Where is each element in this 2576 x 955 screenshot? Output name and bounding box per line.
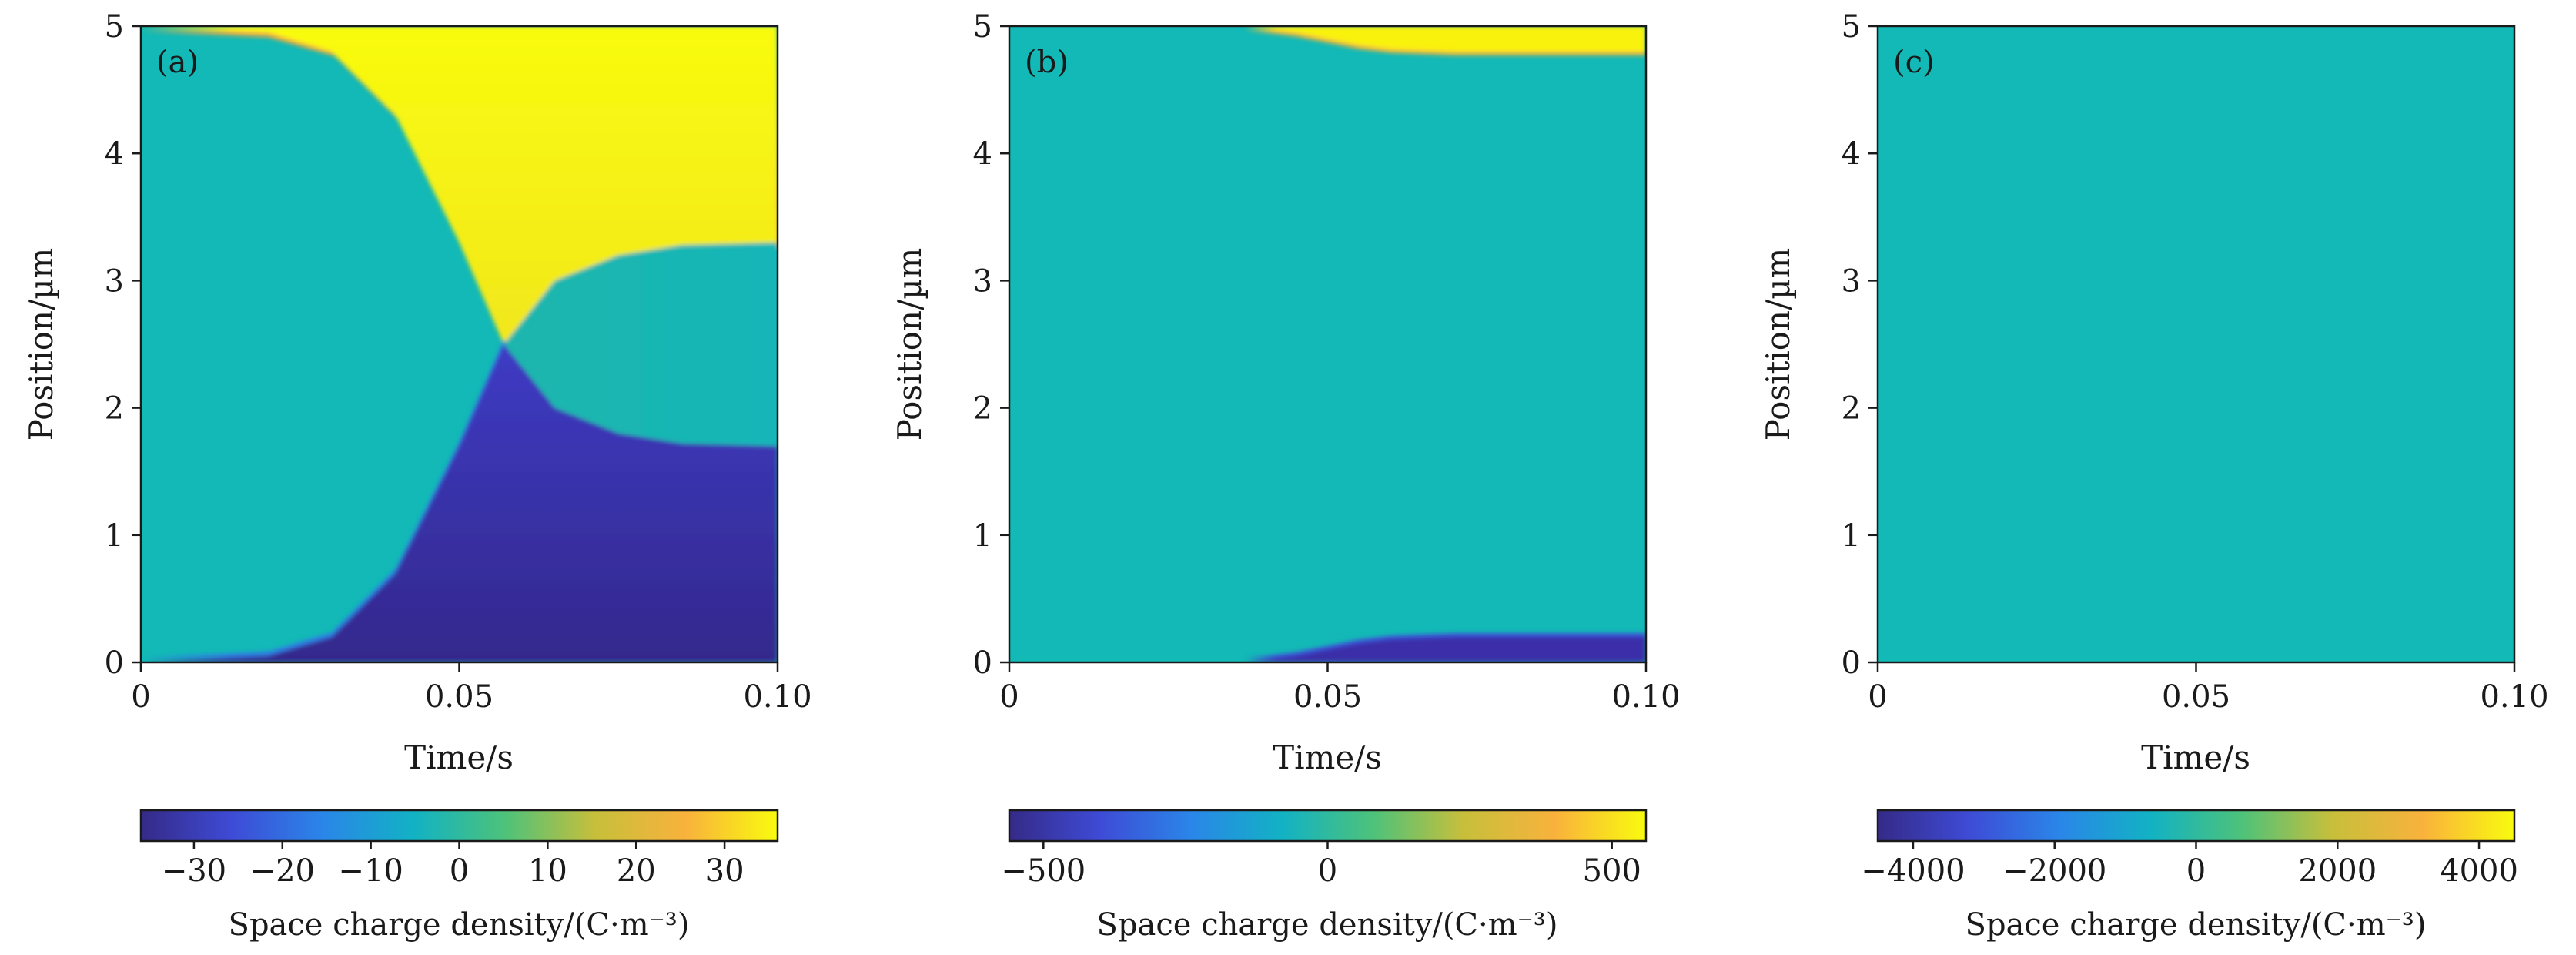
colorbar-tick-label-a-6: 30 bbox=[705, 853, 744, 889]
y-axis-label-c: Position/µm bbox=[1759, 248, 1797, 441]
colorbar-tick-label-a-5: 20 bbox=[617, 853, 656, 889]
colorbar-label-a: Space charge density/(C·m⁻³) bbox=[229, 907, 690, 943]
x-axis-label-b: Time/s bbox=[1273, 739, 1382, 776]
axes-b: 0 0.05 0.10 0 1 2 3 4 5 bbox=[973, 9, 1681, 715]
heatmap-c bbox=[1878, 26, 2514, 662]
y-axis-label-b: Position/µm bbox=[891, 248, 928, 441]
colorbar-tick-label-b-0: −500 bbox=[1001, 853, 1086, 889]
y-tick-label-a-4: 4 bbox=[105, 136, 124, 172]
y-tick-label-c-2: 2 bbox=[1842, 391, 1861, 427]
colorbar-b-bar bbox=[1008, 809, 1648, 843]
x-tick-label-c-0: 0 bbox=[1868, 679, 1887, 715]
y-tick-label-c-4: 4 bbox=[1842, 136, 1861, 172]
colorbar-label-b: Space charge density/(C·m⁻³) bbox=[1097, 907, 1558, 943]
colorbar-tick-label-a-4: 10 bbox=[528, 853, 567, 889]
x-tick-label-c-2: 0.10 bbox=[2480, 679, 2548, 715]
y-tick-label-a-2: 2 bbox=[105, 391, 124, 427]
panel-a: (a) 0 0.05 0.10 0 1 2 3 4 5 Time/s Position/µm −… bbox=[22, 9, 812, 943]
colorbar-label-c: Space charge density/(C·m⁻³) bbox=[1965, 907, 2427, 943]
heatmap-b-background bbox=[1009, 26, 1646, 662]
colorbar-b: −500 0 500 bbox=[1001, 809, 1648, 889]
panel-tag-c: (c) bbox=[1893, 45, 1935, 80]
panel-tag-a: (a) bbox=[156, 45, 199, 80]
colorbar-c-bar bbox=[1876, 809, 2516, 843]
x-axis-label-a: Time/s bbox=[404, 739, 514, 776]
x-axis-label-c: Time/s bbox=[2141, 739, 2250, 776]
panel-tag-b: (b) bbox=[1025, 45, 1069, 80]
y-tick-label-c-3: 3 bbox=[1842, 263, 1861, 299]
y-tick-label-c-0: 0 bbox=[1842, 645, 1861, 681]
colorbar-a: −30 −20 −10 0 10 20 30 bbox=[139, 809, 779, 889]
x-tick-label-b-1: 0.05 bbox=[1293, 679, 1362, 715]
colorbar-tick-label-c-2: 0 bbox=[2186, 853, 2206, 889]
y-tick-label-a-1: 1 bbox=[105, 518, 124, 554]
x-tick-label-b-0: 0 bbox=[999, 679, 1019, 715]
y-axis-label-a: Position/µm bbox=[22, 248, 60, 441]
colorbar-tick-label-c-4: 4000 bbox=[2440, 853, 2518, 889]
colorbar-tick-label-c-1: −2000 bbox=[2002, 853, 2106, 889]
y-tick-label-b-2: 2 bbox=[973, 391, 992, 427]
y-tick-label-a-3: 3 bbox=[105, 263, 124, 299]
colorbar-tick-label-b-2: 500 bbox=[1583, 853, 1641, 889]
colorbar-tick-label-a-2: −10 bbox=[338, 853, 403, 889]
colorbar-a-bar bbox=[139, 809, 779, 843]
y-tick-label-a-0: 0 bbox=[105, 645, 124, 681]
y-tick-label-b-1: 1 bbox=[973, 518, 992, 554]
x-tick-label-b-2: 0.10 bbox=[1611, 679, 1680, 715]
colorbar-tick-label-c-3: 2000 bbox=[2298, 853, 2377, 889]
axes-c: 0 0.05 0.10 0 1 2 3 4 5 bbox=[1842, 9, 2549, 715]
y-tick-label-b-5: 5 bbox=[973, 9, 992, 45]
heatmap-a-positive-region bbox=[141, 26, 778, 344]
colorbar-tick-label-a-1: −20 bbox=[250, 853, 315, 889]
colorbar-c: −4000 −2000 0 2000 4000 bbox=[1861, 809, 2518, 889]
heatmap-b-negative-layer bbox=[1245, 637, 1646, 662]
heatmap-a-neutral-gap bbox=[503, 242, 778, 447]
axes-a: 0 0.05 0.10 0 1 2 3 4 5 bbox=[105, 9, 812, 715]
heatmap-a-negative-region bbox=[141, 344, 778, 662]
heatmap-c-background bbox=[1878, 26, 2514, 662]
y-tick-label-c-1: 1 bbox=[1842, 518, 1861, 554]
x-tick-label-a-0: 0 bbox=[131, 679, 150, 715]
y-tick-label-b-3: 3 bbox=[973, 263, 992, 299]
y-tick-label-c-5: 5 bbox=[1842, 9, 1861, 45]
y-tick-label-b-4: 4 bbox=[973, 136, 992, 172]
x-tick-label-c-1: 0.05 bbox=[2162, 679, 2230, 715]
y-tick-label-a-5: 5 bbox=[105, 9, 124, 45]
heatmap-a bbox=[141, 26, 778, 662]
colorbar-tick-label-c-0: −4000 bbox=[1861, 853, 1965, 889]
x-tick-label-a-2: 0.10 bbox=[743, 679, 811, 715]
colorbar-tick-label-a-3: 0 bbox=[450, 853, 469, 889]
colorbar-tick-label-b-1: 0 bbox=[1318, 853, 1337, 889]
panel-b: (b) 0 0.05 0.10 0 1 2 3 4 5 Time/s Position/µm −… bbox=[891, 9, 1681, 943]
x-tick-label-a-1: 0.05 bbox=[425, 679, 493, 715]
heatmap-b bbox=[1009, 26, 1646, 662]
panel-c: (c) 0 0.05 0.10 0 1 2 3 4 5 Time/s Position/µm −… bbox=[1759, 9, 2549, 943]
y-tick-label-b-0: 0 bbox=[973, 645, 992, 681]
colorbar-tick-label-a-0: −30 bbox=[162, 853, 226, 889]
heatmap-b-positive-layer bbox=[1245, 26, 1646, 52]
